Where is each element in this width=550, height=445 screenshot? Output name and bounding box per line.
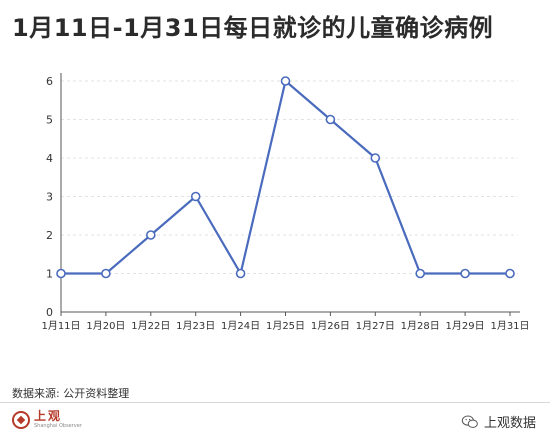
x-tick-label: 1月27日 xyxy=(356,320,395,332)
data-points xyxy=(56,76,515,279)
x-tick-label: 1月31日 xyxy=(490,320,529,332)
data-point xyxy=(415,268,426,279)
x-tick-label: 1月20日 xyxy=(86,320,125,332)
data-point xyxy=(146,230,156,240)
y-tick-label: 3 xyxy=(46,191,53,204)
x-tick-label: 1月28日 xyxy=(401,320,440,332)
data-point xyxy=(505,268,515,279)
footer-divider xyxy=(0,402,550,403)
axes xyxy=(60,73,520,316)
x-tick-label: 1月26日 xyxy=(311,320,350,332)
y-tick-label: 5 xyxy=(46,114,53,127)
x-tick-label: 1月11日 xyxy=(41,320,80,332)
shanghai-observer-logo: 上观 Shanghai Observer xyxy=(12,410,82,429)
y-tick-label: 4 xyxy=(46,152,53,165)
y-tick-label: 0 xyxy=(46,306,53,319)
wechat-icon xyxy=(461,415,478,428)
series-line xyxy=(61,79,510,275)
data-point xyxy=(325,114,336,125)
wechat-account-badge: 上观数据 xyxy=(461,412,536,431)
y-tick-label: 2 xyxy=(46,229,53,242)
y-tick-label: 6 xyxy=(46,75,53,88)
logo-english-text: Shanghai Observer xyxy=(34,423,82,429)
data-point xyxy=(235,268,246,279)
data-point xyxy=(101,268,111,279)
data-point xyxy=(280,76,291,86)
logo-chinese-text: 上观 xyxy=(34,409,63,423)
grid-lines xyxy=(61,80,518,274)
data-point xyxy=(190,191,201,202)
x-tick-label: 1月23日 xyxy=(176,320,215,332)
brand-mark-icon xyxy=(12,410,30,429)
data-source-note: 数据来源: 公开资料整理 xyxy=(12,387,130,400)
x-tick-label: 1月25日 xyxy=(266,320,305,332)
y-tick-label: 1 xyxy=(46,268,53,281)
x-tick-label: 1月24日 xyxy=(221,320,260,332)
data-point xyxy=(370,153,381,163)
x-tick-label: 1月29日 xyxy=(446,320,485,332)
account-name: 上观数据 xyxy=(483,416,536,431)
data-point xyxy=(460,268,470,279)
x-tick-label: 1月22日 xyxy=(131,320,170,332)
tick-labels: 0 1 2 3 4 5 6 1月11日 1月20日 1月22日 1月23日 1月24日 1月25日 1月2… xyxy=(41,75,529,332)
series-line-layer xyxy=(61,79,510,275)
data-point xyxy=(56,268,66,279)
chart-title: 1月11日-1月31日每日就诊的儿童确诊病例 xyxy=(12,14,494,42)
